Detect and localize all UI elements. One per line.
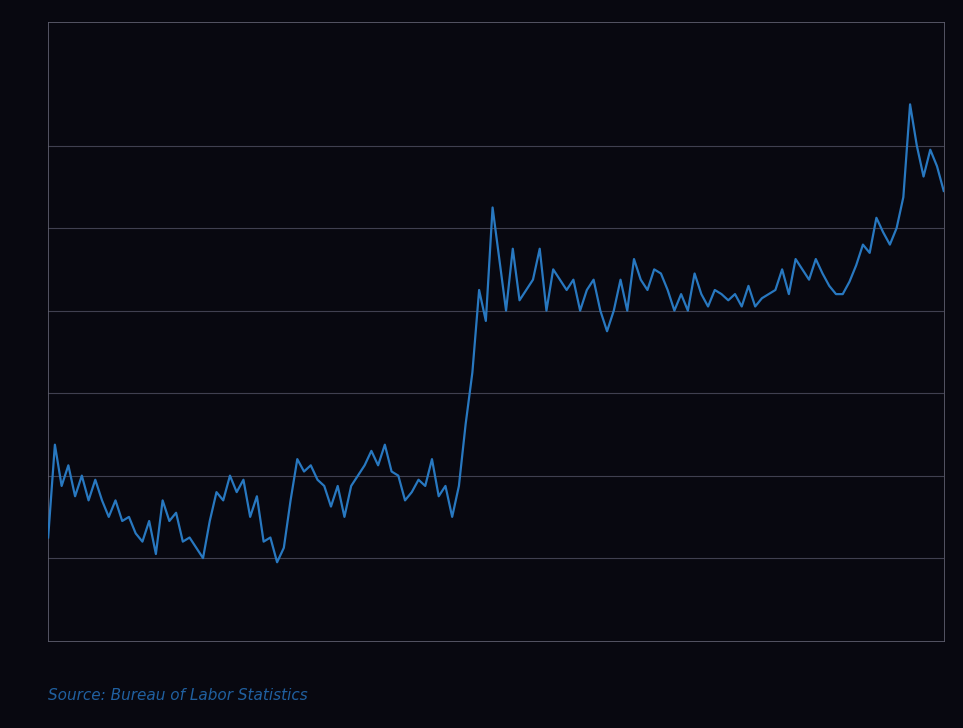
Text: Source: Bureau of Labor Statistics: Source: Bureau of Labor Statistics [48, 687, 308, 703]
